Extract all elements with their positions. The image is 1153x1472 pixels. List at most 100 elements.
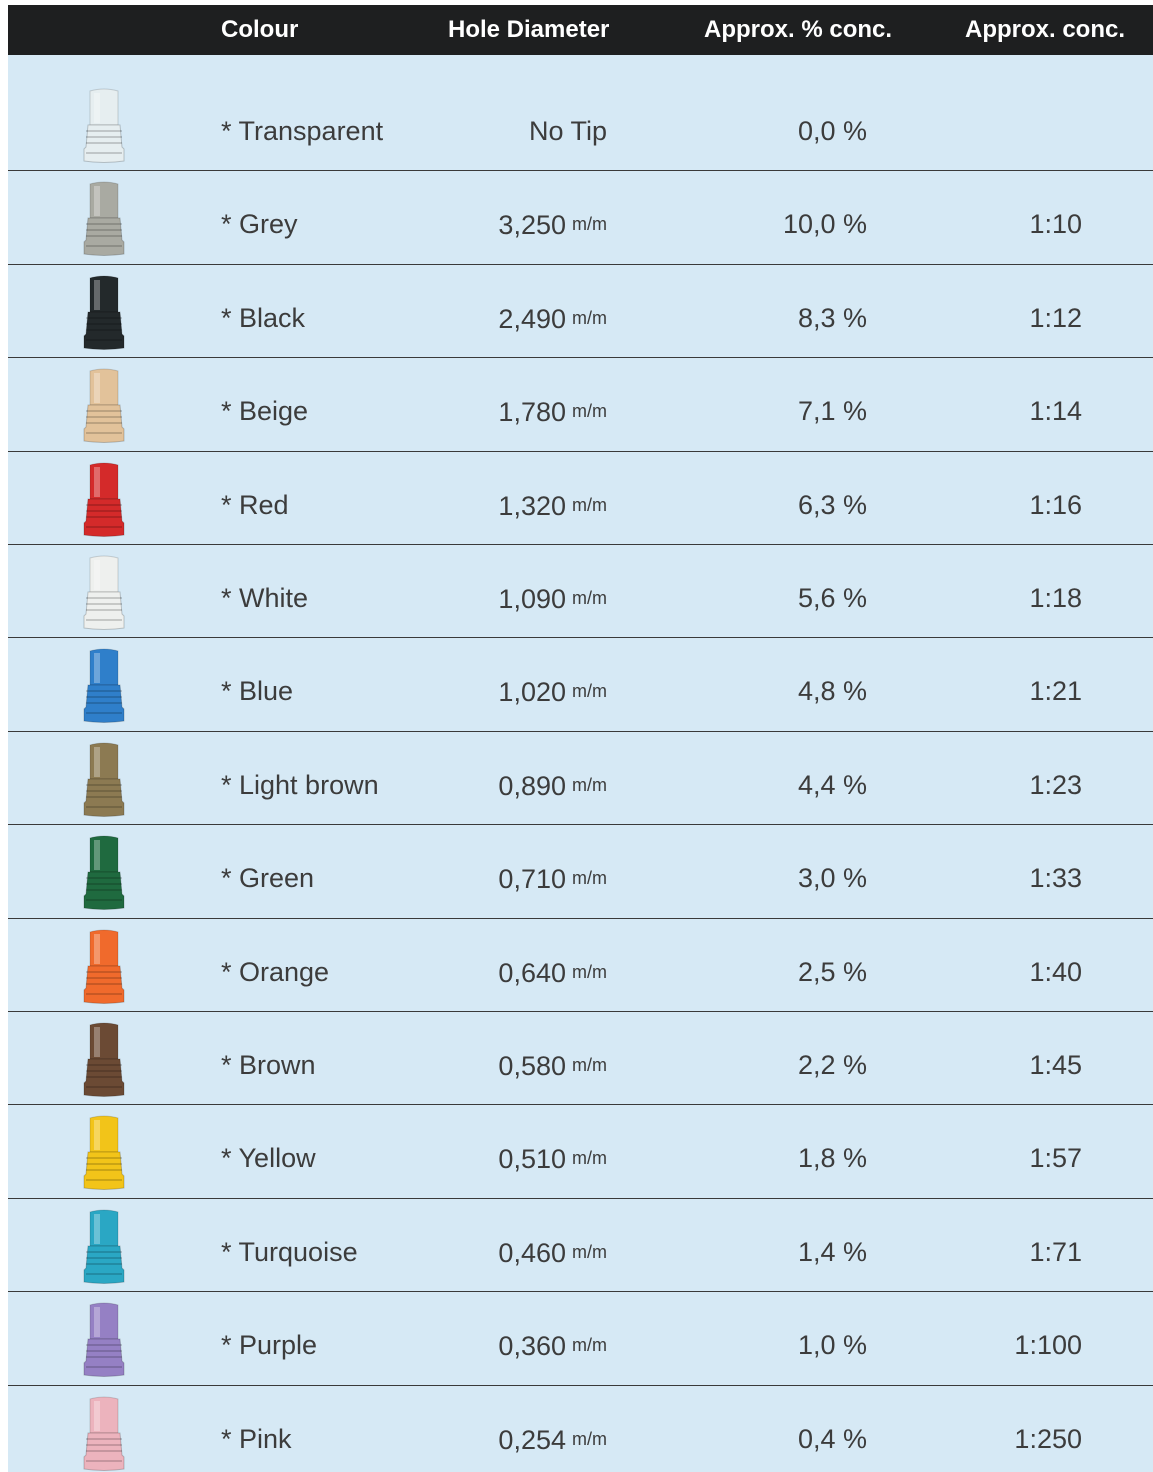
tip-icon [74,1393,134,1472]
tip-icon [74,178,134,258]
diameter-unit: m/m [572,868,607,888]
tip-icon [74,85,134,165]
row-divider [8,918,1153,919]
row-divider [8,1011,1153,1012]
diameter-value: 0,254 [498,1425,566,1455]
percent-conc: 5,6 % [798,582,867,614]
tip-icon [74,832,134,912]
tip-icon [74,1019,134,1099]
row-divider [8,451,1153,452]
diameter-value: 0,510 [498,1144,566,1174]
percent-conc: 0,0 % [798,115,867,147]
tip-icon [74,926,134,1006]
diameter-value: 0,360 [498,1331,566,1361]
column-header: Hole Diameter [448,5,609,55]
page: ColourHole DiameterApprox. % conc.Approx… [0,0,1153,1472]
column-header: Approx. % conc. [704,5,892,55]
diameter-unit: m/m [572,495,607,515]
ratio-conc: 1:16 [1029,489,1082,521]
row-divider [8,1291,1153,1292]
diameter-unit: m/m [572,1148,607,1168]
colour-name: * Blue [221,675,293,707]
percent-conc: 1,4 % [798,1236,867,1268]
ratio-conc: 1:71 [1029,1236,1082,1268]
diameter-value: 0,640 [498,958,566,988]
colour-name: * Turquoise [221,1236,358,1268]
tip-icon [74,365,134,445]
percent-conc: 6,3 % [798,489,867,521]
hole-diameter: 0,510 m/m [498,1142,607,1175]
tip-icon [74,1299,134,1379]
row-divider [8,824,1153,825]
diameter-unit: m/m [572,1335,607,1355]
percent-conc: 0,4 % [798,1423,867,1455]
ratio-conc: 1:18 [1029,582,1082,614]
ratio-conc: 1:12 [1029,302,1082,334]
tip-icon [74,1112,134,1192]
percent-conc: 4,8 % [798,675,867,707]
table-row: * Turquoise 0,460 m/m 1,4 % 1:71 [8,1198,1153,1291]
ratio-conc: 1:23 [1029,769,1082,801]
colour-name: * Orange [221,956,329,988]
ratio-conc: 1:33 [1029,862,1082,894]
colour-name: * Green [221,862,314,894]
diameter-unit: m/m [572,401,607,421]
row-divider [8,731,1153,732]
table-row: * White 1,090 m/m 5,6 % 1:18 [8,544,1153,637]
diameter-value: 1,780 [498,397,566,427]
colour-name: * Black [221,302,305,334]
hole-diameter: 1,780 m/m [498,395,607,428]
row-divider [8,170,1153,171]
percent-conc: 1,8 % [798,1142,867,1174]
diameter-unit: m/m [572,681,607,701]
colour-name: * Pink [221,1423,292,1455]
tip-icon [74,1206,134,1286]
colour-name: * Grey [221,208,298,240]
colour-name: * Beige [221,395,308,427]
row-divider [8,264,1153,265]
colour-name: * Yellow [221,1142,316,1174]
diameter-unit: m/m [572,775,607,795]
percent-conc: 2,2 % [798,1049,867,1081]
ratio-conc: 1:100 [1014,1329,1082,1361]
diameter-value: 3,250 [498,210,566,240]
percent-conc: 4,4 % [798,769,867,801]
ratio-conc: 1:57 [1029,1142,1082,1174]
diameter-value: No Tip [529,116,607,146]
row-divider [8,544,1153,545]
row-divider [8,637,1153,638]
row-divider [8,1198,1153,1199]
tip-icon [74,645,134,725]
table-row: * Green 0,710 m/m 3,0 % 1:33 [8,824,1153,917]
table-row: * Red 1,320 m/m 6,3 % 1:16 [8,451,1153,544]
diameter-unit: m/m [572,1242,607,1262]
diameter-value: 1,320 [498,491,566,521]
diameter-value: 0,460 [498,1238,566,1268]
diameter-value: 1,090 [498,584,566,614]
diameter-unit: m/m [572,588,607,608]
diameter-value: 0,580 [498,1051,566,1081]
hole-diameter: 0,360 m/m [498,1329,607,1362]
colour-name: * Light brown [221,769,379,801]
ratio-conc: 1:40 [1029,956,1082,988]
tip-icon [74,552,134,632]
ratio-conc: 1:14 [1029,395,1082,427]
percent-conc: 2,5 % [798,956,867,988]
diameter-value: 0,710 [498,864,566,894]
colour-name: * Transparent [221,115,383,147]
percent-conc: 10,0 % [783,208,867,240]
percent-conc: 3,0 % [798,862,867,894]
colour-name: * Red [221,489,289,521]
colour-name: * White [221,582,308,614]
